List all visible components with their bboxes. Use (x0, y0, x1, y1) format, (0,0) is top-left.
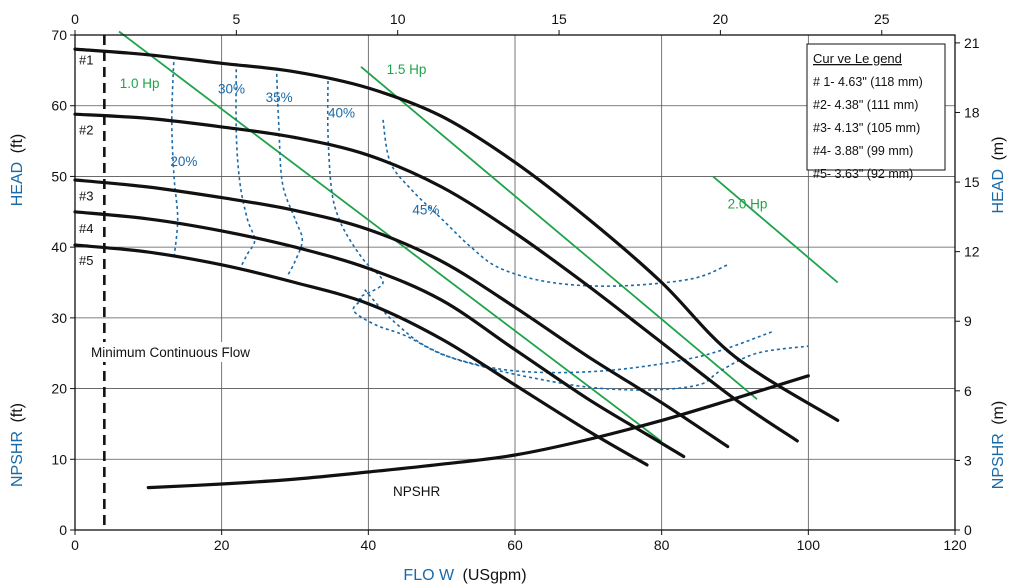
npshr-curve (148, 376, 808, 488)
head-curve-label: #5 (79, 253, 93, 268)
y-tick-label: 20 (51, 381, 67, 397)
x-tick-label: 80 (654, 537, 670, 553)
right-tick-label: 0 (964, 522, 972, 538)
npshr-m-label: NPSHR (990, 433, 1007, 489)
head-curve-label: #3 (79, 188, 93, 203)
y-tick-label: 10 (51, 451, 67, 467)
hp-line (361, 67, 757, 399)
top-tick-label: 10 (390, 11, 406, 27)
x-axis-title: FLO W (USgpm) (403, 567, 526, 584)
head-m-label: HEAD (990, 169, 1007, 213)
y-tick-label: 40 (51, 239, 67, 255)
y-tick-label: 60 (51, 98, 67, 114)
legend-title: Cur ve Le gend (813, 51, 902, 66)
head-curve (75, 212, 684, 457)
head-ft-unit: (ft) (9, 134, 26, 154)
y-axis-title-head-ft: HEAD (ft) (9, 134, 26, 206)
y-tick-label: 30 (51, 310, 67, 326)
efficiency-label: 40% (328, 106, 355, 121)
legend: Cur ve Le gend # 1- 4.63" (118 mm) #2- 4… (807, 44, 945, 181)
head-ft-label: HEAD (9, 162, 26, 206)
x-tick-label: 60 (507, 537, 523, 553)
legend-entry: #5- 3.63" (92 mm) (813, 167, 913, 181)
y-axis-title-npshr-ft: NPSHR (ft) (9, 403, 26, 487)
series-layer (75, 32, 838, 531)
efficiency-curve (365, 290, 809, 390)
top-tick-label: 0 (71, 11, 79, 27)
y-tick-label: 0 (59, 522, 67, 538)
top-tick-label: 5 (232, 11, 240, 27)
y-axis-title-npshr-m: NPSHR (m) (990, 401, 1007, 489)
hp-label: 2.0 Hp (728, 196, 768, 211)
x-tick-label: 120 (943, 537, 967, 553)
npshr-m-unit: (m) (990, 401, 1007, 425)
right-tick-label: 18 (964, 104, 980, 120)
min-flow-label: Minimum Continuous Flow (91, 345, 250, 360)
right-tick-label: 21 (964, 35, 980, 51)
efficiency-label: 30% (218, 82, 245, 97)
right-tick-label: 9 (964, 313, 972, 329)
head-curve-label: #2 (79, 123, 93, 138)
y-axis-title-head-m: HEAD (m) (990, 137, 1007, 214)
x-axis-title-main: FLO W (403, 567, 455, 584)
legend-entry: #2- 4.38" (111 mm) (813, 98, 918, 112)
efficiency-label: 45% (412, 203, 439, 218)
efficiency-label: 35% (266, 90, 293, 105)
y-tick-label: 70 (51, 27, 67, 43)
x-axis-title-unit: (USgpm) (463, 567, 527, 584)
hp-label: 1.0 Hp (120, 76, 160, 91)
legend-entry: # 1- 4.63" (118 mm) (813, 75, 923, 89)
right-tick-label: 3 (964, 452, 972, 468)
efficiency-label: 20% (170, 154, 197, 169)
x-tick-label: 0 (71, 537, 79, 553)
head-m-unit: (m) (990, 137, 1007, 161)
legend-entry: #3- 4.13" (105 mm) (813, 121, 920, 135)
right-tick-label: 15 (964, 174, 980, 190)
npshr-ft-label: NPSHR (9, 431, 26, 487)
x-tick-label: 100 (797, 537, 821, 553)
right-tick-label: 12 (964, 244, 980, 260)
head-curve-label: #4 (79, 221, 93, 236)
hp-label: 1.5 Hp (387, 62, 427, 77)
y-tick-label: 50 (51, 168, 67, 184)
top-tick-label: 25 (874, 11, 890, 27)
npshr-curve-label: NPSHR (393, 484, 441, 499)
head-curve (75, 49, 838, 420)
x-tick-label: 40 (361, 537, 377, 553)
top-tick-label: 20 (713, 11, 729, 27)
npshr-ft-unit: (ft) (9, 403, 26, 423)
head-curve-label: #1 (79, 53, 93, 68)
hp-line (713, 176, 838, 282)
right-tick-label: 6 (964, 383, 972, 399)
head-curve (75, 180, 728, 447)
x-tick-label: 20 (214, 537, 230, 553)
legend-entry: #4- 3.88" (99 mm) (813, 144, 913, 158)
top-tick-label: 15 (551, 11, 567, 27)
